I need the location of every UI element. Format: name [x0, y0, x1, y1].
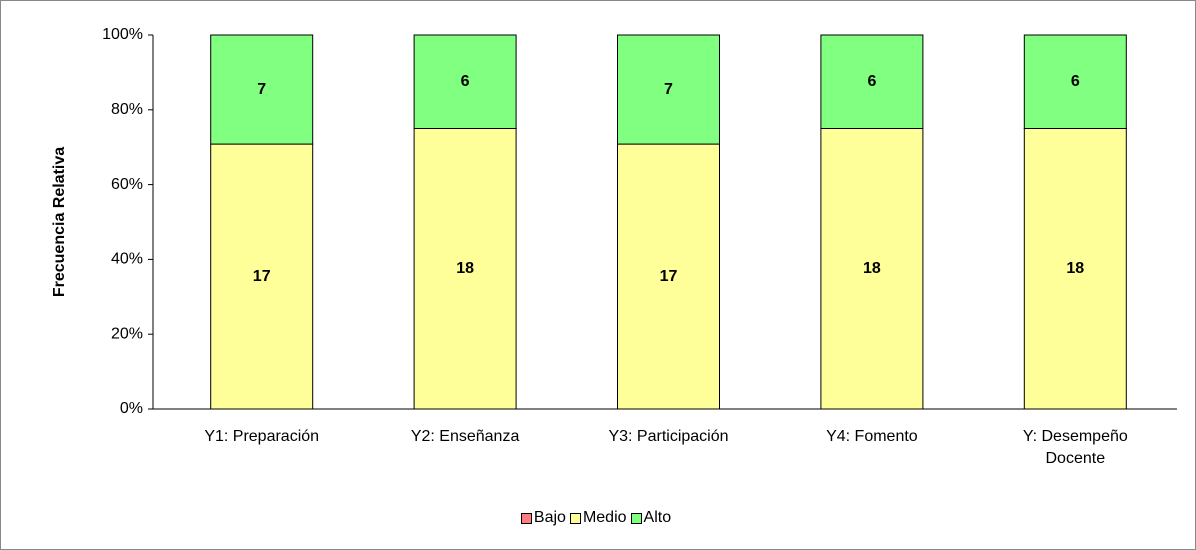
x-tick-label: Y: Desempeño Docente — [1022, 428, 1128, 467]
legend-swatch — [569, 512, 581, 524]
bar-segment — [1023, 128, 1127, 410]
legend-label: Alto — [643, 509, 672, 526]
data-label: 18 — [1066, 260, 1084, 277]
data-label: 6 — [867, 73, 876, 90]
legend-item: Alto — [630, 509, 672, 527]
data-label: 17 — [253, 268, 271, 285]
legend-item: Bajo — [520, 509, 566, 527]
x-tick-label: Y4: Fomento — [826, 428, 918, 445]
legend-swatch — [520, 512, 532, 524]
y-axis-title: Frecuencia Relativa — [51, 147, 68, 297]
y-tick-label: 0% — [120, 400, 143, 417]
data-label: 17 — [660, 268, 678, 285]
y-tick-label: 40% — [111, 251, 143, 268]
data-label: 18 — [863, 260, 881, 277]
y-tick-label: 60% — [111, 176, 143, 193]
legend: Bajo Medio Alto — [0, 509, 1196, 527]
bar-segment — [820, 34, 924, 129]
legend-label: Bajo — [533, 509, 566, 526]
bar-segment — [210, 34, 314, 145]
y-tick-label: 100% — [102, 26, 143, 43]
data-label: 18 — [456, 260, 474, 277]
legend-swatch — [630, 512, 642, 524]
bar-segment — [1023, 34, 1127, 129]
x-tick-label: Y1: Preparación — [204, 428, 320, 445]
data-label: 7 — [257, 81, 266, 98]
x-tick-label: Y2: Enseñanza — [410, 428, 520, 445]
legend-label: Medio — [582, 509, 627, 526]
bar-segment — [210, 143, 314, 410]
y-tick-label: 80% — [111, 101, 143, 118]
bar-segment — [820, 128, 924, 410]
x-tick-label: Y3: Participación — [608, 428, 729, 445]
bar-segment — [617, 143, 720, 410]
bar-segment — [413, 34, 517, 129]
data-label: 6 — [461, 73, 470, 90]
bar-segment — [413, 128, 517, 410]
bar-segment — [617, 34, 720, 145]
data-label: 7 — [664, 81, 673, 98]
legend-item: Medio — [569, 509, 627, 527]
data-label: 6 — [1071, 73, 1080, 90]
y-tick-label: 20% — [111, 325, 143, 342]
